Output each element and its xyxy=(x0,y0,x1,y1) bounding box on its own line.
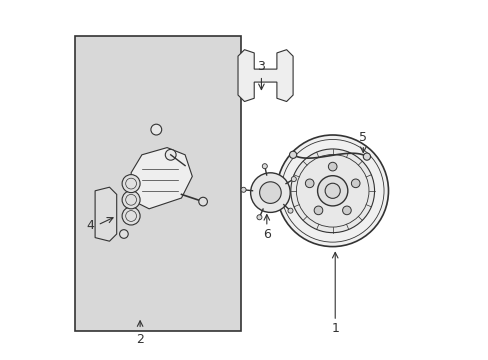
Circle shape xyxy=(259,182,281,203)
Circle shape xyxy=(122,207,140,225)
Circle shape xyxy=(256,215,262,220)
Circle shape xyxy=(328,162,336,171)
Circle shape xyxy=(199,197,207,206)
Circle shape xyxy=(287,208,292,213)
Text: 3: 3 xyxy=(257,60,265,73)
Text: 4: 4 xyxy=(86,219,94,231)
Text: 2: 2 xyxy=(136,333,144,346)
Circle shape xyxy=(241,187,245,192)
Circle shape xyxy=(289,151,296,158)
Text: 1: 1 xyxy=(330,322,339,335)
Text: 6: 6 xyxy=(263,228,270,241)
Circle shape xyxy=(122,175,140,193)
Circle shape xyxy=(305,179,313,188)
Circle shape xyxy=(120,230,128,238)
Polygon shape xyxy=(95,187,117,241)
Circle shape xyxy=(276,135,387,247)
Circle shape xyxy=(262,164,267,169)
Circle shape xyxy=(363,153,370,160)
Circle shape xyxy=(291,176,296,181)
Circle shape xyxy=(325,183,340,198)
Circle shape xyxy=(151,124,162,135)
Circle shape xyxy=(122,191,140,209)
Circle shape xyxy=(290,149,374,233)
Circle shape xyxy=(317,176,347,206)
Circle shape xyxy=(165,149,176,160)
Polygon shape xyxy=(238,50,292,102)
Text: 5: 5 xyxy=(359,131,366,144)
Circle shape xyxy=(342,206,350,215)
Polygon shape xyxy=(131,148,192,209)
Circle shape xyxy=(250,173,289,212)
FancyBboxPatch shape xyxy=(75,36,241,331)
Circle shape xyxy=(351,179,359,188)
Circle shape xyxy=(313,206,322,215)
